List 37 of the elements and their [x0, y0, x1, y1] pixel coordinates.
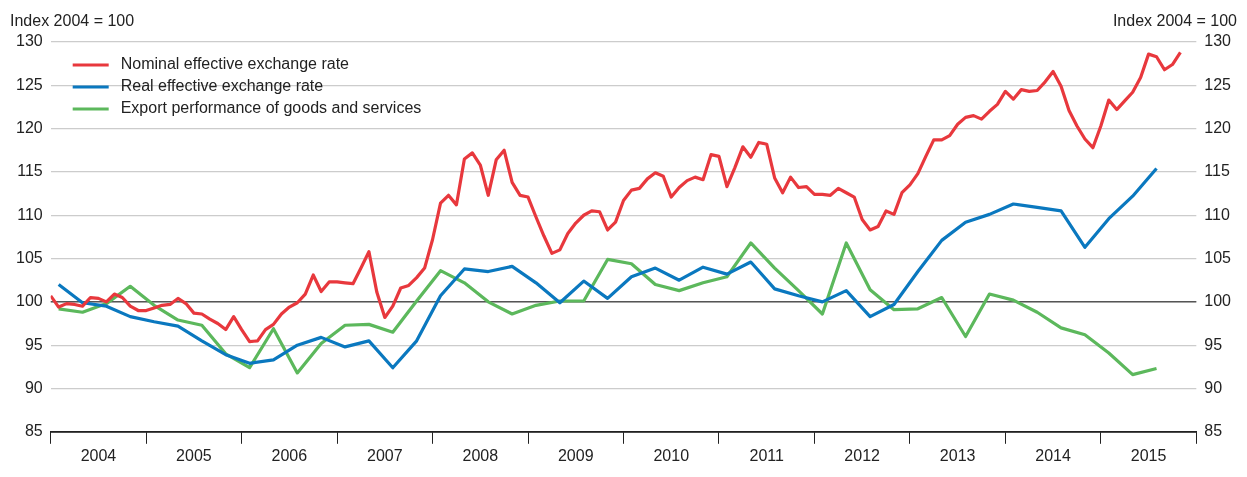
- x-tick-label: 2004: [80, 446, 117, 464]
- x-tick-label: 2010: [653, 446, 690, 464]
- x-tick-label: 2009: [557, 446, 594, 464]
- y-tick-label: 85: [24, 422, 43, 440]
- y2-tick-label: 125: [1204, 75, 1232, 93]
- y2-tick-label: 120: [1204, 119, 1232, 137]
- y-tick-label: 105: [15, 248, 43, 266]
- x-tick-label: 2005: [176, 446, 212, 464]
- y2-tick-label: 85: [1204, 422, 1223, 440]
- y2-tick-label: 95: [1204, 335, 1223, 353]
- y2-tick-label: 115: [1204, 162, 1230, 180]
- y-tick-label: 95: [24, 335, 43, 353]
- y-tick-label: 100: [15, 292, 43, 310]
- y-tick-label: 120: [15, 119, 43, 137]
- y2-tick-label: 130: [1204, 32, 1232, 50]
- legend-label: Export performance of goods and services: [120, 99, 422, 117]
- x-tick-label: 2015: [1130, 446, 1167, 464]
- y2-tick-label: 110: [1204, 205, 1230, 223]
- x-tick-label: 2014: [1035, 446, 1071, 464]
- y-tick-label: 125: [15, 75, 43, 93]
- y2-tick-label: 90: [1204, 378, 1223, 396]
- y-tick-label: 90: [24, 378, 43, 396]
- x-tick-label: 2006: [271, 446, 308, 464]
- x-tick-label: 2008: [462, 446, 499, 464]
- y2-tick-label: 105: [1204, 248, 1232, 266]
- x-tick-label: 2011: [749, 446, 785, 464]
- y-axis-title: Index 2004 = 100: [10, 12, 135, 30]
- y-tick-label: 130: [15, 32, 43, 50]
- x-tick-label: 2013: [939, 446, 976, 464]
- y2-axis-title: Index 2004 = 100: [1112, 12, 1238, 30]
- y2-tick-label: 100: [1204, 292, 1232, 310]
- y-tick-label: 115: [17, 162, 43, 180]
- legend-label: Nominal effective exchange rate: [120, 55, 350, 73]
- x-tick-label: 2007: [367, 446, 403, 464]
- x-tick-label: 2012: [844, 446, 881, 464]
- y-tick-label: 110: [17, 205, 43, 223]
- legend-label: Real effective exchange rate: [120, 77, 324, 95]
